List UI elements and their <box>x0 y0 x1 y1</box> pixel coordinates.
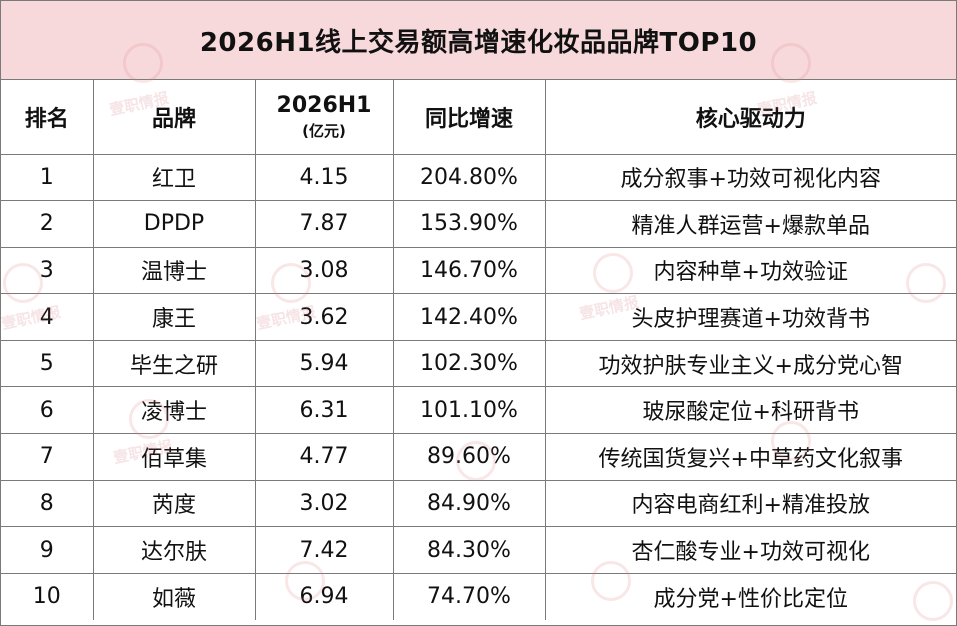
table-row: 3 温博士 3.08 146.70% 内容种草+功效验证 <box>1 246 956 295</box>
cell-brand: 达尔肤 <box>92 526 256 574</box>
cell-rank: 1 <box>1 153 94 202</box>
table-row: 10 如薇 6.94 74.70% 成分党+性价比定位 <box>1 572 956 620</box>
cell-brand: 毕生之研 <box>92 339 256 388</box>
cell-driver: 传统国货复兴+中草药文化叙事 <box>544 433 956 481</box>
header-growth: 同比增速 <box>392 80 546 155</box>
cell-growth: 89.60% <box>392 433 546 481</box>
cell-rank: 5 <box>1 339 94 388</box>
cell-revenue: 4.77 <box>254 433 394 481</box>
cell-driver: 杏仁酸专业+功效可视化 <box>544 526 956 574</box>
cell-revenue: 5.94 <box>254 339 394 388</box>
cell-brand: 如薇 <box>92 572 256 620</box>
cell-rank: 7 <box>1 433 94 481</box>
cell-growth: 101.10% <box>392 386 546 435</box>
cell-brand: 凌博士 <box>92 386 256 435</box>
cell-growth: 204.80% <box>392 153 546 202</box>
cell-driver: 成分叙事+功效可视化内容 <box>544 153 956 202</box>
header-rank: 排名 <box>1 80 94 155</box>
cell-rank: 9 <box>1 526 94 574</box>
table-row: 8 芮度 3.02 84.90% 内容电商红利+精准投放 <box>1 479 956 528</box>
cell-growth: 142.40% <box>392 293 546 341</box>
header-revenue: 2026H1 (亿元) <box>254 80 394 155</box>
cell-brand: 芮度 <box>92 479 256 528</box>
table-row: 6 凌博士 6.31 101.10% 玻尿酸定位+科研背书 <box>1 386 956 435</box>
table-row: 5 毕生之研 5.94 102.30% 功效护肤专业主义+成分党心智 <box>1 339 956 388</box>
page-title: 2026H1线上交易额高增速化妆品品牌TOP10 <box>199 27 758 58</box>
cell-driver: 成分党+性价比定位 <box>544 572 956 620</box>
cell-driver: 头皮护理赛道+功效背书 <box>544 293 956 341</box>
cell-revenue: 6.94 <box>254 572 394 620</box>
cell-rank: 8 <box>1 479 94 528</box>
table-row: 7 佰草集 4.77 89.60% 传统国货复兴+中草药文化叙事 <box>1 433 956 481</box>
cell-brand: 康王 <box>92 293 256 341</box>
cell-revenue: 7.87 <box>254 200 394 248</box>
cell-revenue: 3.02 <box>254 479 394 528</box>
table-row: 4 康王 3.62 142.40% 头皮护理赛道+功效背书 <box>1 293 956 341</box>
cell-driver: 玻尿酸定位+科研背书 <box>544 386 956 435</box>
cell-revenue: 3.08 <box>254 246 394 295</box>
cell-rank: 4 <box>1 293 94 341</box>
cell-growth: 102.30% <box>392 339 546 388</box>
cell-brand: 红卫 <box>92 153 256 202</box>
cell-growth: 153.90% <box>392 200 546 248</box>
table-row: 1 红卫 4.15 204.80% 成分叙事+功效可视化内容 <box>1 153 956 202</box>
header-driver: 核心驱动力 <box>544 80 956 155</box>
cell-driver: 内容种草+功效验证 <box>544 246 956 295</box>
cell-brand: 佰草集 <box>92 433 256 481</box>
cell-rank: 6 <box>1 386 94 435</box>
cell-rank: 2 <box>1 200 94 248</box>
title-bar: 2026H1线上交易额高增速化妆品品牌TOP10 <box>1 1 956 80</box>
cell-growth: 74.70% <box>392 572 546 620</box>
table-row: 9 达尔肤 7.42 84.30% 杏仁酸专业+功效可视化 <box>1 526 956 574</box>
cell-revenue: 6.31 <box>254 386 394 435</box>
cell-growth: 84.30% <box>392 526 546 574</box>
cell-brand: 温博士 <box>92 246 256 295</box>
cell-driver: 内容电商红利+精准投放 <box>544 479 956 528</box>
header-revenue-unit: (亿元) <box>302 121 346 140</box>
cell-revenue: 4.15 <box>254 153 394 202</box>
cell-revenue: 3.62 <box>254 293 394 341</box>
cell-rank: 10 <box>1 572 94 620</box>
header-revenue-label: 2026H1 <box>276 92 372 118</box>
table-row: 2 DPDP 7.87 153.90% 精准人群运营+爆款单品 <box>1 200 956 248</box>
table-header-row: 排名 品牌 2026H1 (亿元) 同比增速 核心驱动力 <box>1 80 956 155</box>
cell-brand: DPDP <box>92 200 256 248</box>
cell-driver: 精准人群运营+爆款单品 <box>544 200 956 248</box>
table-body: 1 红卫 4.15 204.80% 成分叙事+功效可视化内容 2 DPDP 7.… <box>1 153 956 620</box>
cell-rank: 3 <box>1 246 94 295</box>
cell-growth: 84.90% <box>392 479 546 528</box>
cell-growth: 146.70% <box>392 246 546 295</box>
cell-revenue: 7.42 <box>254 526 394 574</box>
cell-driver: 功效护肤专业主义+成分党心智 <box>544 339 956 388</box>
header-brand: 品牌 <box>92 80 256 155</box>
ranking-table: 排名 品牌 2026H1 (亿元) 同比增速 核心驱动力 1 红卫 4.15 2… <box>1 80 956 620</box>
